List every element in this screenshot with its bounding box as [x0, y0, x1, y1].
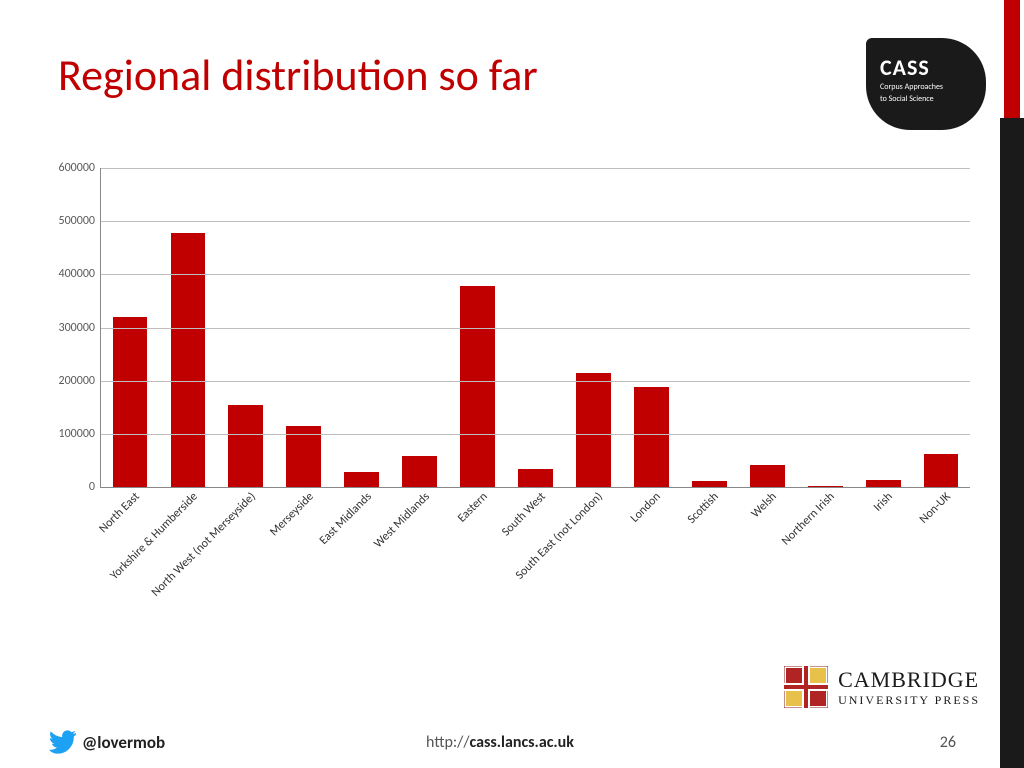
plot-area: North EastYorkshire & HumbersideNorth We…: [100, 168, 970, 488]
x-tick-label: Scottish: [685, 490, 722, 527]
bar: [750, 465, 785, 487]
gridline: [101, 328, 970, 329]
gridline: [101, 168, 970, 169]
y-tick-label: 400000: [59, 267, 96, 281]
x-tick-label: Eastern: [455, 490, 491, 526]
y-tick-label: 300000: [59, 321, 96, 335]
x-tick-label: London: [628, 490, 664, 526]
x-tick-label: South West: [499, 490, 548, 539]
bar: [460, 286, 495, 487]
gridline: [101, 434, 970, 435]
bar: [576, 373, 611, 487]
bar: [402, 456, 437, 487]
x-tick-label: Northern Irish: [779, 490, 837, 548]
bar: [634, 387, 669, 487]
bar: [808, 486, 843, 487]
twitter-handle: @lovermob: [82, 732, 165, 753]
accent-bar-black: [1000, 118, 1024, 768]
y-tick-label: 100000: [59, 427, 96, 441]
bar-chart: North EastYorkshire & HumbersideNorth We…: [36, 160, 976, 590]
gridline: [101, 381, 970, 382]
y-tick-label: 600000: [59, 161, 96, 175]
cambridge-line2: UNIVERSITY PRESS: [838, 693, 980, 708]
x-tick-label: Non-UK: [917, 490, 954, 527]
bar: [113, 317, 148, 487]
gridline: [101, 221, 970, 222]
slide-title: Regional distribution so far: [58, 48, 538, 102]
accent-bar-red: [1004, 0, 1020, 118]
bar: [344, 472, 379, 487]
bar: [866, 480, 901, 487]
gridline: [101, 274, 970, 275]
x-tick-label: East Midlands: [317, 490, 375, 548]
footer-url: http://cass.lancs.ac.uk: [426, 733, 574, 752]
y-tick-label: 200000: [59, 374, 96, 388]
slide: Regional distribution so far CASS Corpus…: [0, 0, 1024, 768]
cambridge-shield-icon: [784, 666, 828, 708]
twitter-icon: [48, 730, 76, 754]
cambridge-press-logo: CAMBRIDGE UNIVERSITY PRESS: [784, 666, 980, 708]
url-prefix: http://: [426, 733, 469, 752]
cass-logo: CASS Corpus Approaches to Social Science: [866, 38, 986, 130]
footer: @lovermob http://cass.lancs.ac.uk 26: [0, 730, 1000, 754]
x-tick-label: Irish: [871, 490, 896, 515]
bar: [171, 233, 206, 487]
cass-logo-sub1: Corpus Approaches: [880, 83, 974, 93]
x-tick-label: Welsh: [749, 490, 780, 521]
x-tick-label: West Midlands: [371, 490, 432, 551]
twitter-block: @lovermob: [48, 730, 165, 754]
bar: [924, 454, 959, 487]
url-bold: cass.lancs.ac.uk: [470, 733, 574, 752]
y-tick-label: 0: [89, 480, 95, 494]
page-number: 26: [940, 733, 956, 752]
bar: [228, 405, 263, 487]
bar: [518, 469, 553, 487]
bar: [286, 426, 321, 487]
cass-logo-sub2: to Social Science: [880, 95, 974, 105]
cambridge-line1: CAMBRIDGE: [838, 667, 980, 693]
y-tick-label: 500000: [59, 214, 96, 228]
x-tick-label: North West (not Merseyside): [149, 490, 259, 600]
bar: [692, 481, 727, 487]
x-tick-label: North East: [97, 490, 143, 536]
cambridge-text: CAMBRIDGE UNIVERSITY PRESS: [838, 667, 980, 708]
x-tick-label: Merseyside: [267, 490, 316, 539]
cass-logo-name: CASS: [880, 54, 974, 81]
